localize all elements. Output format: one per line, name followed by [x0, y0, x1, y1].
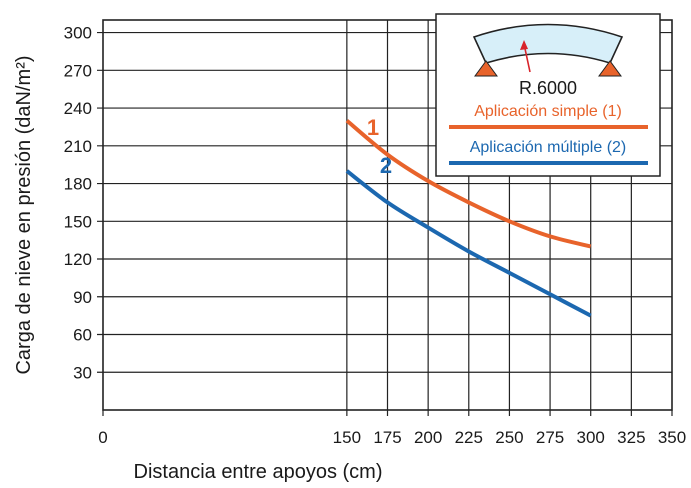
x-tick-label: 325 [617, 428, 645, 447]
series-line-1 [345, 119, 592, 249]
x-tick-label: 275 [536, 428, 564, 447]
radius-label: R.6000 [519, 78, 577, 98]
legend-item-label-2: Aplicación múltiple (2) [470, 139, 627, 156]
series-label-2: 2 [380, 153, 392, 178]
legend-item-label-1: Aplicación simple (1) [474, 103, 622, 120]
x-tick-label: 300 [577, 428, 605, 447]
x-tick-label: 225 [455, 428, 483, 447]
series-lines [345, 119, 592, 318]
y-tick-label: 120 [64, 250, 92, 269]
x-tick-label: 350 [658, 428, 686, 447]
series-label-1: 1 [367, 115, 379, 140]
y-tick-label: 180 [64, 175, 92, 194]
x-tick-label: 200 [414, 428, 442, 447]
y-axis-title: Carga de nieve en presión (daN/m²) [13, 55, 35, 374]
plot-area-frame [102, 19, 673, 411]
y-axis-ticks: 30 60 90 120 150 180 210 240 270 300 [64, 24, 92, 383]
series-labels: 12 [367, 115, 392, 178]
x-tick-label: 250 [495, 428, 523, 447]
x-tick-label: 175 [373, 428, 401, 447]
x-tick-label: 0 [98, 428, 107, 447]
y-tick-label: 300 [64, 24, 92, 43]
legend: R.6000 Aplicación simple (1) Aplicación m… [435, 13, 661, 177]
y-tick-label: 240 [64, 99, 92, 118]
legend-box [435, 13, 661, 177]
y-tick-label: 30 [73, 363, 92, 382]
x-axis-ticks: 0 150 175 200 225 250 275 300 325 350 [98, 410, 686, 447]
x-axis-title: Distancia entre apoyos (cm) [134, 461, 383, 483]
y-tick-label: 90 [73, 288, 92, 307]
y-tick-label: 150 [64, 212, 92, 231]
y-tick-label: 60 [73, 326, 92, 345]
x-tick-label: 150 [333, 428, 361, 447]
y-tick-label: 270 [64, 61, 92, 80]
series-line-2 [345, 169, 592, 318]
right-support-icon [598, 60, 622, 77]
beam-diagram-icon [472, 23, 624, 77]
y-tick-label: 210 [64, 137, 92, 156]
left-support-icon [474, 60, 498, 77]
